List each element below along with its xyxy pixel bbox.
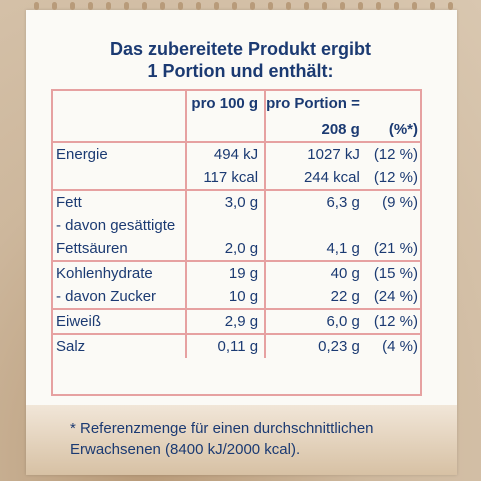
value-per100: 0,11 g: [184, 334, 266, 358]
table-row: Fett 3,0 g 6,3 g (9 %): [51, 190, 422, 214]
perforation-hole: [196, 2, 201, 10]
table-row: - davon Zucker 10 g 22 g (24 %): [51, 285, 422, 310]
perforation-hole: [304, 2, 309, 10]
footnote: * Referenzmenge für einen durchschnittli…: [70, 418, 374, 460]
perforation-hole: [394, 2, 399, 10]
perforation-hole: [268, 2, 273, 10]
value-percent: (12 %): [363, 166, 422, 191]
value-per-portion: 6,0 g: [264, 309, 364, 335]
perforation-hole: [142, 2, 147, 10]
page-title-line1: Das zubereitete Produkt ergibt: [109, 39, 372, 59]
footnote-line2: Erwachsenen (8400 kJ/2000 kcal).: [70, 441, 301, 458]
table-row: Fettsäuren 2,0 g 4,1 g (21 %): [51, 237, 422, 262]
nutrient-label: - davon gesättigte: [56, 217, 176, 234]
table-row: - davon gesättigte: [51, 214, 422, 237]
value-per100: [184, 214, 266, 237]
perforation-hole: [52, 2, 57, 10]
value-per100: 494 kJ: [184, 142, 266, 166]
header-per-portion: pro Portion =: [264, 89, 364, 115]
value-percent: (4 %): [382, 338, 418, 355]
value-percent: (9 %): [382, 194, 418, 211]
value-percent: (15 %): [373, 265, 418, 282]
perforation-hole: [106, 2, 111, 10]
perforation-hole: [232, 2, 237, 10]
perforation-hole: [160, 2, 165, 10]
table-row: Eiweiß 2,9 g 6,0 g (12 %): [51, 309, 422, 335]
nutrient-label: Fett: [56, 194, 82, 211]
header-blank-3: [184, 115, 266, 143]
value-per-portion: 6,3 g: [264, 190, 364, 214]
value-per-portion: 4,1 g: [264, 237, 364, 262]
header-per100: pro 100 g: [184, 89, 266, 115]
perforation-hole: [430, 2, 435, 10]
value-per100: 19 g: [184, 261, 266, 285]
value-per100: 10 g: [184, 285, 266, 310]
perforation-hole: [286, 2, 291, 10]
perforation-holes: [26, 0, 457, 14]
perforation-hole: [448, 2, 453, 10]
perforation-hole: [214, 2, 219, 10]
perforation-hole: [412, 2, 417, 10]
value-per-portion: 0,23 g: [264, 334, 364, 358]
nutrient-label: Energie: [56, 146, 108, 163]
value-percent: (21 %): [363, 237, 422, 262]
value-per100: 117 kcal: [184, 166, 266, 191]
perforation-hole: [340, 2, 345, 10]
perforation-hole: [376, 2, 381, 10]
perforation-hole: [88, 2, 93, 10]
table-row: Energie 494 kJ 1027 kJ (12 %): [51, 142, 422, 166]
value-per100: 2,0 g: [184, 237, 266, 262]
perforation-hole: [358, 2, 363, 10]
perforation-hole: [322, 2, 327, 10]
value-per-portion: 40 g: [264, 261, 364, 285]
paper-shadow-area: [26, 405, 457, 475]
nutrient-label: Salz: [56, 338, 86, 355]
value-percent: [364, 214, 422, 237]
perforation-hole: [34, 2, 39, 10]
perforation-hole: [178, 2, 183, 10]
value-per-portion: [264, 214, 364, 237]
value-percent: (24 %): [363, 285, 422, 310]
header-portion-size: 208 g: [264, 115, 364, 143]
value-per-portion: 1027 kJ: [264, 142, 364, 166]
footnote-line1: * Referenzmenge für einen durchschnittli…: [70, 420, 374, 437]
header-blank: [51, 89, 186, 115]
page-title-line2: 1 Portion und enthält:: [147, 61, 334, 81]
value-per100: 3,0 g: [184, 190, 266, 214]
perforation-hole: [250, 2, 255, 10]
value-per-portion: 244 kcal: [264, 166, 364, 191]
header-percent: (%*): [363, 115, 422, 143]
value-percent: (12 %): [373, 146, 418, 163]
header-blank-2: [51, 115, 186, 143]
nutrient-label: Kohlenhydrate: [56, 265, 153, 282]
table-header-row: pro 100 g pro Portion =: [51, 89, 422, 115]
nutrient-label: - davon Zucker: [51, 285, 186, 310]
table-header-row-2: 208 g (%*): [51, 115, 422, 143]
nutrient-label: Fettsäuren: [51, 237, 186, 262]
value-percent: (12 %): [363, 309, 422, 335]
value-per-portion: 22 g: [264, 285, 364, 310]
nutrient-label: Eiweiß: [51, 309, 186, 335]
table-row: 117 kcal 244 kcal (12 %): [51, 166, 422, 191]
table-row: Kohlenhydrate 19 g 40 g (15 %): [51, 261, 422, 285]
perforation-hole: [70, 2, 75, 10]
table-row: Salz 0,11 g 0,23 g (4 %): [51, 334, 422, 358]
perforation-hole: [124, 2, 129, 10]
nutrient-label: [51, 166, 186, 191]
header-percent-blank: [364, 89, 422, 115]
nutrition-table: pro 100 g pro Portion = 208 g (%*) Energ…: [51, 89, 422, 358]
value-per100: 2,9 g: [184, 309, 266, 335]
